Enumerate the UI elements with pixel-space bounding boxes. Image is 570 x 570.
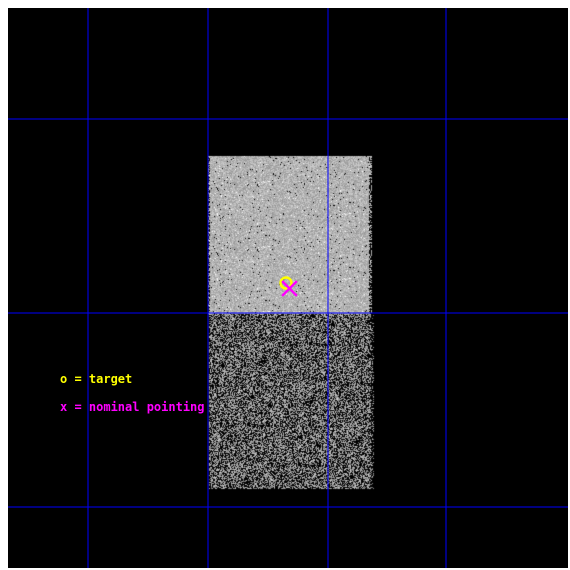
nominal-x-icon	[281, 280, 298, 297]
grid-vertical-lines	[87, 8, 447, 568]
target-circle-icon	[279, 276, 293, 290]
legend-nominal-label: x = nominal pointing	[60, 400, 205, 414]
sky-image-frame: o = target x = nominal pointing	[8, 8, 568, 568]
coordinate-grid	[8, 8, 568, 568]
grid-horizontal-lines	[8, 118, 568, 508]
legend-target-label: o = target	[60, 372, 133, 386]
